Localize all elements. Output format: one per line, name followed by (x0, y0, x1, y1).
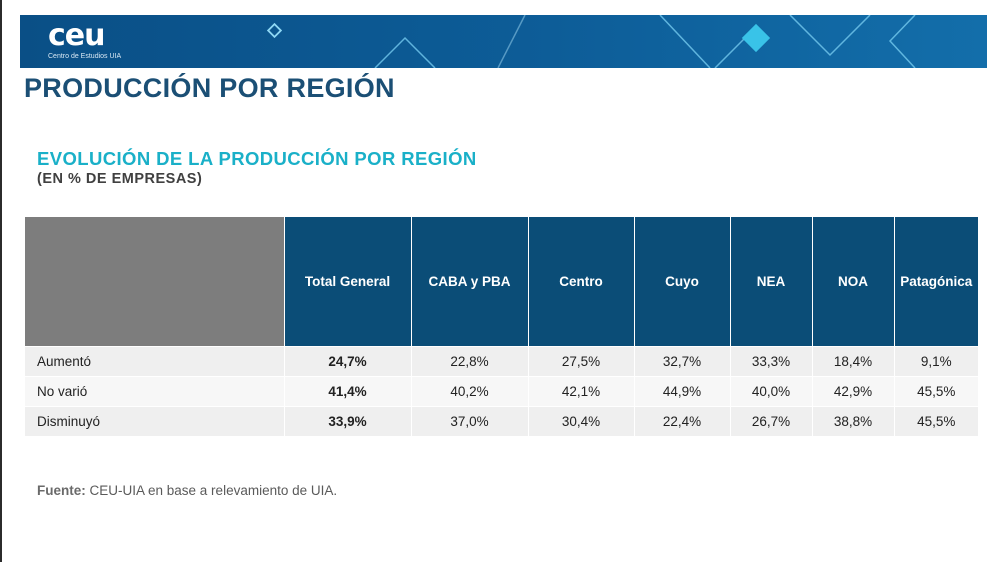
cell-nea: 40,0% (729, 376, 812, 407)
header-noa: NOA (811, 217, 894, 347)
page-title: PRODUCCIÓN POR REGIÓN (24, 73, 395, 103)
cell-cuyo: 44,9% (633, 376, 730, 407)
header-corner (25, 217, 284, 347)
table-header-row: Total General CABA y PBA Centro Cuyo NEA… (25, 217, 978, 347)
header-centro: Centro (527, 217, 634, 347)
header-patagonica: Patagónica (893, 217, 978, 347)
cell-caba-pba: 37,0% (410, 406, 528, 436)
table-row: Disminuyó 33,9% 37,0% 30,4% 22,4% 26,7% … (25, 406, 978, 436)
cell-nea: 33,3% (729, 346, 812, 377)
table-title: EVOLUCIÓN DE LA PRODUCCIÓN POR REGIÓN (37, 148, 477, 169)
cell-noa: 42,9% (811, 376, 894, 407)
cell-patagonica: 45,5% (893, 376, 978, 407)
cell-noa: 18,4% (811, 346, 894, 377)
header-total-general: Total General (283, 217, 411, 347)
ceu-logo-subtitle: Centro de Estudios UIA (48, 53, 122, 60)
header-banner: ceu Centro de Estudios UIA (20, 15, 987, 68)
cell-patagonica: 9,1% (893, 346, 978, 377)
cell-noa: 38,8% (811, 406, 894, 436)
cell-total-general: 24,7% (283, 346, 411, 377)
cell-cuyo: 22,4% (633, 406, 730, 436)
source-note: Fuente: CEU-UIA en base a relevamiento d… (37, 483, 337, 498)
cell-patagonica: 45,5% (893, 406, 978, 436)
source-label: Fuente: (37, 483, 86, 498)
cell-centro: 42,1% (527, 376, 634, 407)
table-row: Aumentó 24,7% 22,8% 27,5% 32,7% 33,3% 18… (25, 346, 978, 377)
cell-centro: 30,4% (527, 406, 634, 436)
left-border (0, 0, 2, 562)
header-caba-pba: CABA y PBA (410, 217, 528, 347)
production-table: Total General CABA y PBA Centro Cuyo NEA… (25, 217, 978, 436)
cell-caba-pba: 22,8% (410, 346, 528, 377)
cell-total-general: 33,9% (283, 406, 411, 436)
header-cuyo: Cuyo (633, 217, 730, 347)
table-subtitle: (EN % DE EMPRESAS) (37, 171, 203, 187)
ceu-logo: ceu (48, 18, 105, 53)
row-label: Disminuyó (25, 406, 284, 436)
cell-centro: 27,5% (527, 346, 634, 377)
row-label: No varió (25, 376, 284, 407)
banner-decoration (266, 15, 916, 68)
header-nea: NEA (729, 217, 812, 347)
cell-total-general: 41,4% (283, 376, 411, 407)
cell-caba-pba: 40,2% (410, 376, 528, 407)
row-label: Aumentó (25, 346, 284, 377)
cell-cuyo: 32,7% (633, 346, 730, 377)
cell-nea: 26,7% (729, 406, 812, 436)
table-row: No varió 41,4% 40,2% 42,1% 44,9% 40,0% 4… (25, 376, 978, 407)
source-text: CEU-UIA en base a relevamiento de UIA. (85, 483, 338, 498)
